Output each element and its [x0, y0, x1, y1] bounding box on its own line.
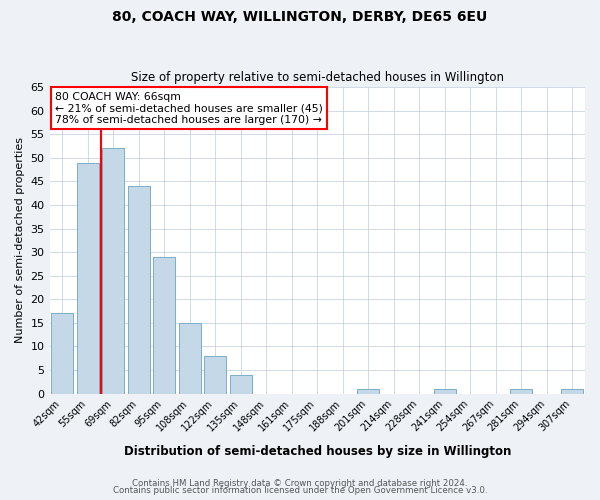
Bar — [358, 389, 379, 394]
Bar — [205, 356, 226, 394]
Bar — [562, 389, 583, 394]
Text: 80, COACH WAY, WILLINGTON, DERBY, DE65 6EU: 80, COACH WAY, WILLINGTON, DERBY, DE65 6… — [112, 10, 488, 24]
Bar — [511, 389, 532, 394]
Y-axis label: Number of semi-detached properties: Number of semi-detached properties — [15, 138, 25, 344]
Title: Size of property relative to semi-detached houses in Willington: Size of property relative to semi-detach… — [131, 72, 504, 85]
Bar — [103, 148, 124, 394]
Bar — [434, 389, 455, 394]
Bar — [77, 162, 98, 394]
Bar — [179, 323, 200, 394]
Bar — [128, 186, 149, 394]
Bar — [154, 257, 175, 394]
Bar — [52, 314, 73, 394]
Bar — [230, 374, 251, 394]
X-axis label: Distribution of semi-detached houses by size in Willington: Distribution of semi-detached houses by … — [124, 444, 511, 458]
Text: Contains public sector information licensed under the Open Government Licence v3: Contains public sector information licen… — [113, 486, 487, 495]
Text: Contains HM Land Registry data © Crown copyright and database right 2024.: Contains HM Land Registry data © Crown c… — [132, 478, 468, 488]
Text: 80 COACH WAY: 66sqm
← 21% of semi-detached houses are smaller (45)
78% of semi-d: 80 COACH WAY: 66sqm ← 21% of semi-detach… — [55, 92, 323, 125]
